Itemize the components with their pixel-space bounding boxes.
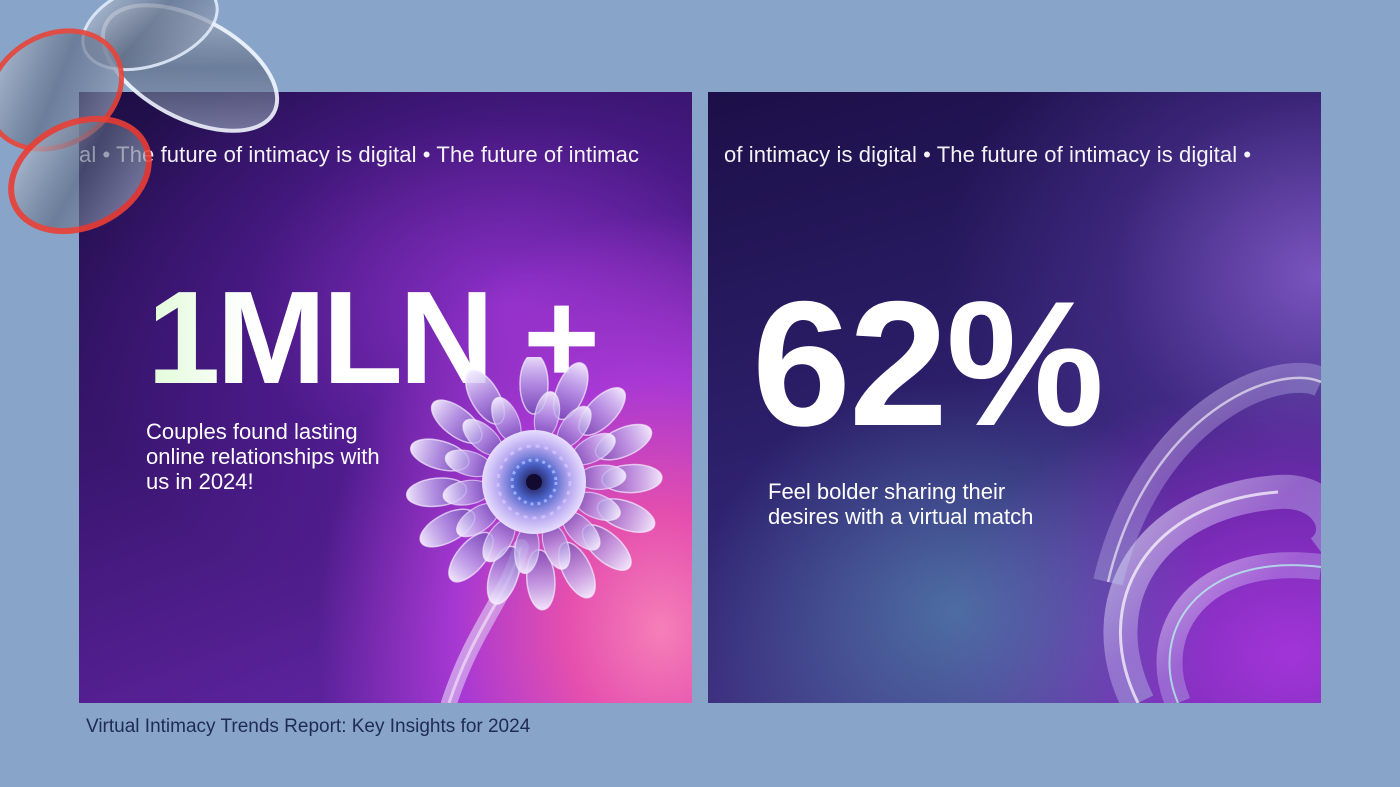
slide-caption: Virtual Intimacy Trends Report: Key Insi… (86, 716, 531, 737)
stat-caption: Feel bolder sharing their desires with a… (768, 479, 1034, 529)
stat-card-boldness: of intimacy is digital • The future of i… (708, 92, 1321, 703)
marquee-ticker: of intimacy is digital • The future of i… (724, 142, 1252, 167)
glass-knot-icon (0, 0, 280, 235)
marquee-ticker: al • The future of intimacy is digital •… (79, 142, 640, 167)
glass-flower-icon (405, 357, 663, 703)
glass-ribbon-icon (1093, 362, 1321, 703)
stat-value: 62% (752, 264, 1104, 463)
stat-card-couples: al • The future of intimacy is digital •… (79, 92, 692, 703)
stat-caption: Couples found lasting online relationshi… (146, 419, 380, 494)
